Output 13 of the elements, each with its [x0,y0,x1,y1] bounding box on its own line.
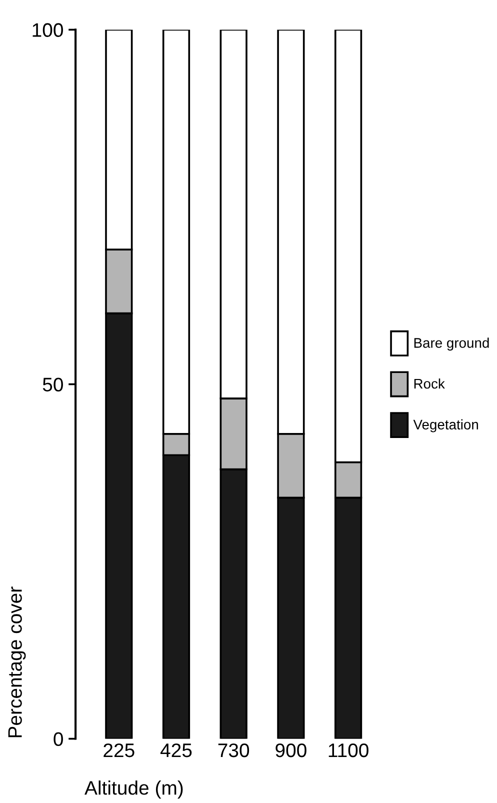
x-tick-label: 225 [104,743,134,758]
y-axis-title: Percentage cover [8,586,26,738]
legend-label: Vegetation [413,419,478,432]
y-tick-label: 100 [32,23,63,37]
legend-label: Rock [414,378,445,389]
x-tick-label: 425 [160,743,192,758]
legend-label: Bare ground [414,338,489,351]
y-tick-label: 0 [54,732,63,746]
y-tick-label: 50 [42,378,63,392]
x-tick-label: 730 [218,743,250,758]
x-axis-title: Altitude (m) [84,780,183,799]
x-tick-label: 1100 [328,743,368,758]
x-tick-label: 900 [276,743,306,758]
